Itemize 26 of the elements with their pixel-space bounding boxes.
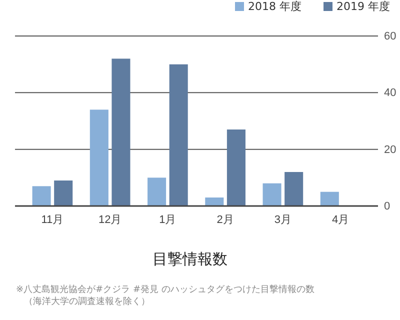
x-tick-label: 2月 (216, 214, 234, 226)
bar (320, 192, 339, 206)
x-tick-label: 3月 (274, 214, 292, 226)
x-tick-label: 12月 (98, 214, 122, 226)
x-tick-label: 4月 (332, 214, 350, 226)
bar (90, 110, 108, 206)
bar (262, 183, 282, 206)
bar (32, 186, 51, 206)
bar (169, 64, 188, 206)
bar (112, 58, 130, 206)
text: ※八丈島観光協会が#クジラ #発見 のハッシュタグをつけた目撃情報の数 (16, 284, 314, 295)
y-tick-label: 40 (384, 87, 396, 100)
text: （海洋大学の調査速報を除く） (24, 296, 150, 307)
y-tick-label: 60 (384, 30, 396, 43)
x-tick-label: 11月 (41, 214, 64, 226)
y-tick-label: 0 (384, 200, 390, 213)
bar (148, 178, 166, 206)
text: 目撃情報数 (152, 250, 228, 268)
bar (226, 130, 246, 206)
y-tick-label: 20 (384, 144, 396, 156)
bar (284, 172, 304, 206)
x-tick-label: 1月 (159, 214, 176, 226)
legend-label: 2019 年度 (336, 0, 390, 13)
bar (205, 198, 224, 206)
legend-label: 2018 年度 (248, 0, 302, 13)
bar (54, 180, 73, 206)
